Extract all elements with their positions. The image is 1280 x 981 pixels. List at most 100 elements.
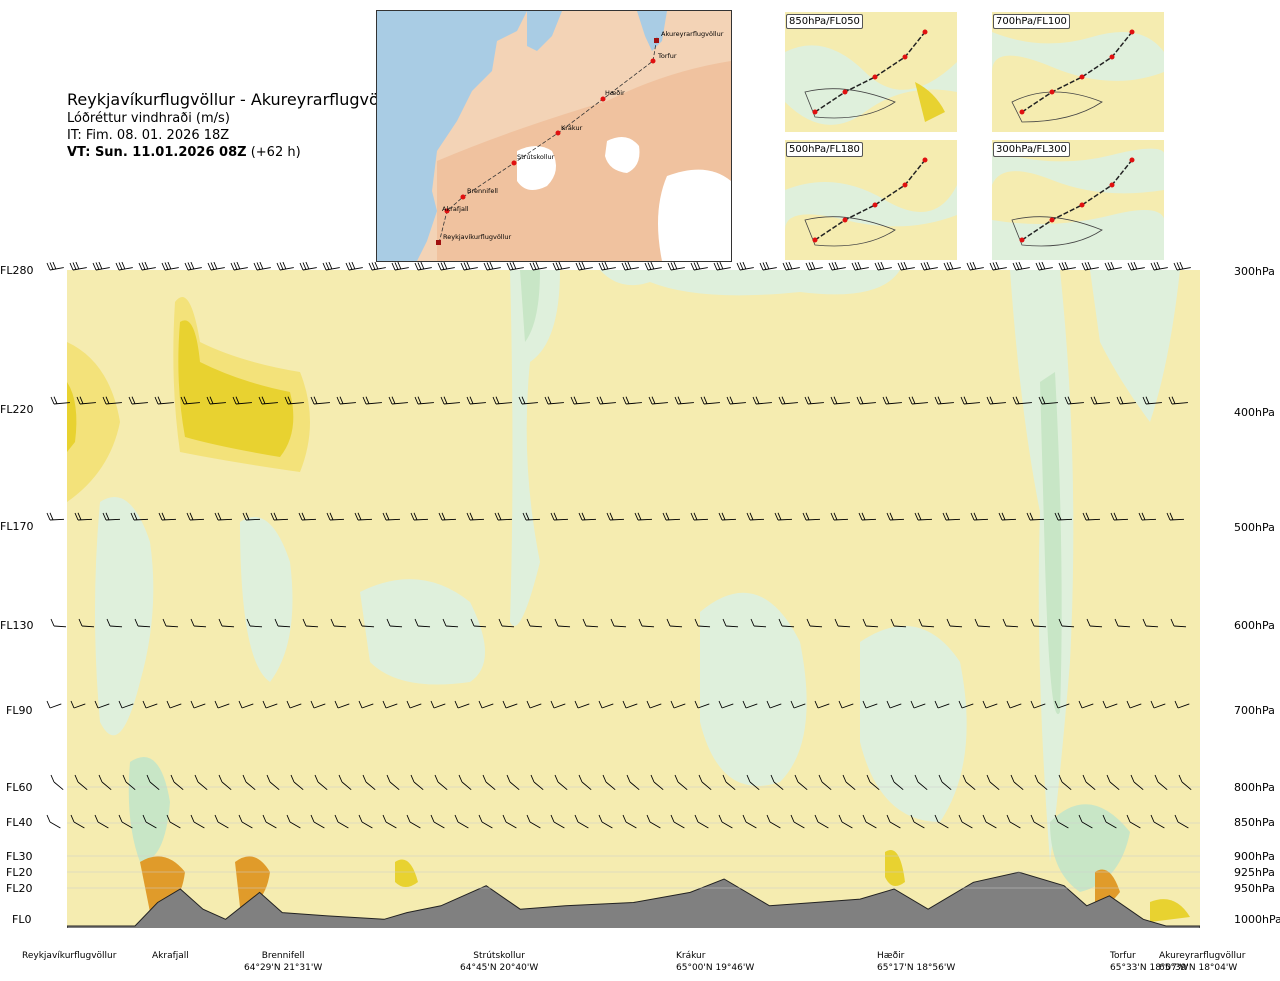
wind-barb-feather xyxy=(238,700,243,709)
wind-barb-feather xyxy=(1057,512,1062,520)
downdraft-zone xyxy=(1010,270,1074,862)
wind-barb-feather xyxy=(1018,262,1023,270)
wind-barb-feather xyxy=(512,262,517,270)
route-point-krakur xyxy=(555,130,561,136)
wind-barb-feather xyxy=(833,512,838,520)
wind-barb-feather xyxy=(1006,700,1011,709)
wind-barb xyxy=(1133,781,1144,791)
wind-barb xyxy=(725,781,736,791)
mini-map-850: 850hPa/FL050 xyxy=(785,12,957,132)
wind-barb-feather xyxy=(766,814,771,823)
wind-barb xyxy=(73,703,86,709)
wind-barb-feather xyxy=(102,396,107,405)
wind-barb-feather xyxy=(718,700,723,709)
hpa-label-950: 950hPa xyxy=(1234,882,1275,895)
wind-barb xyxy=(1081,821,1093,829)
wind-barb xyxy=(433,703,446,709)
wind-barb-feather xyxy=(910,814,915,823)
wind-barb-feather xyxy=(830,396,835,405)
route-point-strutskollur xyxy=(511,160,517,166)
wind-barb-feather xyxy=(218,774,223,783)
wind-barb xyxy=(808,267,823,271)
wind-barb xyxy=(445,625,459,628)
wind-barb-feather xyxy=(190,814,195,823)
wind-barb-feather xyxy=(218,618,223,627)
wind-barb-feather xyxy=(573,396,578,404)
wind-barb xyxy=(697,821,709,829)
wind-barb-feather xyxy=(410,774,415,783)
wind-barb-feather xyxy=(1150,700,1155,709)
wind-barb-feather xyxy=(209,396,214,404)
wind-barb xyxy=(629,781,640,791)
location-name: Krákur xyxy=(676,951,706,961)
wind-barb-feather xyxy=(273,512,278,520)
wind-barb xyxy=(1009,821,1021,829)
wind-barb-feather xyxy=(441,512,446,520)
wind-barb-feather xyxy=(282,262,287,270)
wind-barb xyxy=(97,703,110,709)
wind-barb-feather xyxy=(299,262,304,271)
wind-barb-feather xyxy=(949,262,954,270)
wind-barb xyxy=(118,267,133,271)
wind-barb-feather xyxy=(417,262,422,270)
fl-label-0: FL0 xyxy=(12,913,32,926)
wind-barb-feather xyxy=(1141,512,1146,520)
wind-barb xyxy=(725,625,739,628)
wind-barb-feather xyxy=(358,700,363,709)
wind-barb-feather xyxy=(749,512,754,520)
wind-barb xyxy=(73,821,85,829)
wind-barb xyxy=(337,703,350,709)
init-time: IT: Fim. 08. 01. 2026 18Z xyxy=(67,128,230,143)
wind-barb-feather xyxy=(1114,618,1119,627)
wind-barb-feather xyxy=(397,262,402,270)
wind-barb-feather xyxy=(838,700,843,709)
wind-barb xyxy=(889,703,902,709)
wind-barb-feather xyxy=(962,774,967,783)
wind-barb xyxy=(821,781,832,791)
wind-barb-feather xyxy=(598,814,603,823)
wind-barb-feather xyxy=(154,396,159,405)
map-label-krakur: Krákur xyxy=(561,124,583,132)
wind-barb-feather xyxy=(1178,774,1183,783)
wind-barb-feather xyxy=(463,262,468,270)
wind-barb-feather xyxy=(434,774,439,783)
wind-barb xyxy=(121,703,134,709)
wind-barb-feather xyxy=(233,262,238,270)
wind-barb-feather xyxy=(862,700,867,709)
wind-barb-feather xyxy=(1082,512,1087,521)
wind-barb-feather xyxy=(1106,774,1111,783)
wind-barb-feather xyxy=(358,814,363,823)
wind-barb-feather xyxy=(506,774,511,783)
wind-barb xyxy=(329,518,345,521)
wind-barb-feather xyxy=(1015,396,1020,404)
downdraft-zone xyxy=(700,592,807,786)
wind-barb-feather xyxy=(74,512,79,521)
wind-barb-feather xyxy=(478,700,483,709)
wind-barb xyxy=(749,781,760,791)
wind-barb xyxy=(49,518,65,521)
wind-barb-feather xyxy=(78,618,83,627)
wind-barb-feather xyxy=(502,700,507,709)
wind-barb-feather xyxy=(700,396,705,405)
wind-barb-feather xyxy=(388,396,393,405)
wind-barb xyxy=(992,267,1007,271)
wind-barb-feather xyxy=(313,396,318,404)
wind-barb xyxy=(913,821,925,829)
location-coord: 64°29'N 21°31'W xyxy=(244,963,323,973)
wind-barb-feather xyxy=(550,814,555,823)
wind-barb xyxy=(221,625,235,628)
wind-barb-feather xyxy=(131,396,136,404)
wind-barb xyxy=(777,518,793,521)
wind-barb-feather xyxy=(438,512,443,521)
wind-barb-feather xyxy=(842,774,847,783)
wind-barb xyxy=(497,518,513,521)
wind-barb xyxy=(721,703,734,709)
wind-barb-feather xyxy=(371,262,376,270)
wind-barb xyxy=(77,518,93,521)
wind-barb-feather xyxy=(382,512,387,521)
wind-barb-feather xyxy=(973,512,978,520)
wind-barb xyxy=(533,781,544,791)
wind-barb xyxy=(485,781,496,791)
wind-barb xyxy=(53,781,64,791)
wind-barb-feather xyxy=(765,262,770,270)
